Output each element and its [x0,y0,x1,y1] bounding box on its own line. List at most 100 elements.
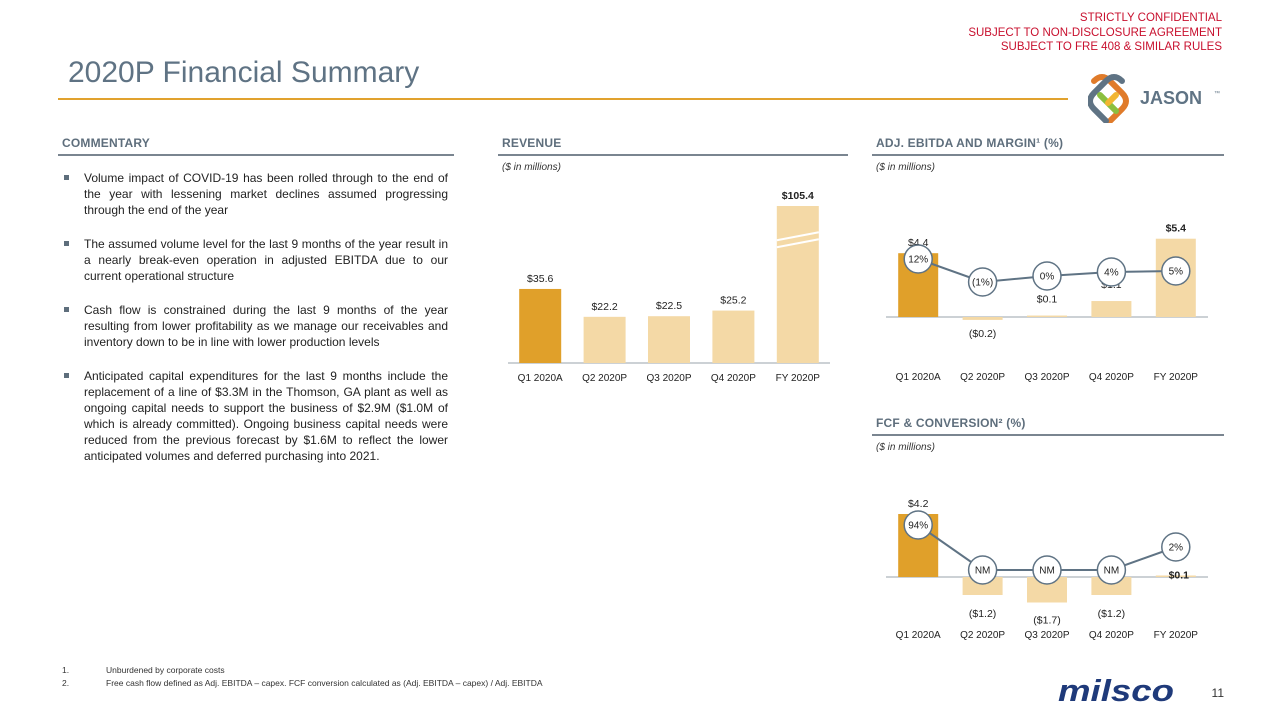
bar-fy-2020p [1155,575,1196,577]
commentary-bullet: Volume impact of COVID-19 has been rolle… [62,170,448,218]
line-marker-label: NM [1039,566,1055,577]
bar-q4-2020p [712,310,755,363]
bar-q1-2020a [519,288,562,363]
bar-value-label: $22.5 [656,300,682,312]
bar-fy-2020p [776,206,819,363]
line-marker [967,267,998,297]
footnote: 1. Unburdened by corporate costs [62,664,543,677]
milsco-logo-text: milsco [1058,676,1174,704]
category-label: FY 2020P [1154,630,1199,641]
confidential-line: SUBJECT TO FRE 408 & SIMILAR RULES [1000,41,1222,53]
jason-logo: JASON ™ [1088,74,1220,123]
ebitda-heading: ADJ. EBITDA AND MARGIN¹ (%) [876,136,1064,150]
ebitda-divider [872,154,1224,156]
bar-value-label: $0.1 [1169,570,1190,582]
milsco-logo: milsco [1058,676,1174,704]
page-number: 11 [1211,686,1224,700]
fcf-chart: $4.2 Q1 2020A ($1.2) Q2 2020P ($1.7) Q3 2020P… [886,498,1208,641]
commentary-bullet: Anticipated capital expenditures for the… [62,368,448,464]
category-label: Q4 2020P [711,373,756,384]
bar-q2-2020p [583,316,626,363]
bar-value-label: $105.4 [782,190,814,202]
line-marker-label: NM [1104,566,1120,577]
fcf-divider [872,434,1224,436]
confidential-line: STRICTLY CONFIDENTIAL [1079,12,1222,24]
commentary-list: Volume impact of COVID-19 has been rolle… [62,170,448,482]
bar-value-label: $35.6 [527,273,553,285]
category-label: Q4 2020P [1089,630,1134,641]
bar-value-label: $22.2 [591,301,617,313]
bar-value-label: $4.2 [908,498,929,510]
bullet-square-icon [64,175,69,180]
revenue-divider [498,154,848,156]
bar-q4-2020p [1091,577,1132,595]
category-label: Q4 2020P [1089,372,1134,383]
footnote-text: Unburdened by corporate costs [106,665,225,675]
bar-value-label: $0.1 [1037,294,1058,306]
category-label: FY 2020P [776,373,821,384]
line-marker-label: 0% [1040,272,1055,283]
category-label: Q2 2020P [582,373,627,384]
category-label: Q1 2020A [896,372,941,383]
bar-q2-2020p [962,317,1003,320]
axis-break-mark [776,238,819,249]
line-marker [1096,555,1127,585]
category-label: FY 2020P [1154,372,1199,383]
line-marker-label: 12% [908,255,928,266]
line-marker-label: 2% [1169,543,1184,554]
bar-value-label: ($1.2) [969,608,996,620]
commentary-bullet: Cash flow is constrained during the last… [62,302,448,350]
fcf-units: ($ in millions) [876,442,935,453]
line-marker-label: (1%) [972,278,993,289]
category-label: Q2 2020P [960,372,1005,383]
bullet-text: Cash flow is constrained during the last… [84,303,448,349]
line-marker [1161,256,1191,286]
line-marker-label: 4% [1104,268,1119,279]
bullet-square-icon [64,373,69,378]
line-marker-label: NM [975,566,991,577]
line-marker [903,244,933,274]
bullet-text: The assumed volume level for the last 9 … [84,237,448,283]
line-marker [1032,261,1062,291]
line-marker-label: 5% [1169,267,1184,278]
title-divider [58,98,1068,100]
confidential-line: SUBJECT TO NON-DISCLOSURE AGREEMENT [968,26,1222,39]
axis-break-mark [776,231,819,242]
line-marker [1032,555,1062,585]
revenue-heading: REVENUE [502,136,562,150]
revenue-units: ($ in millions) [502,162,561,173]
bullet-square-icon [64,241,69,246]
bullet-square-icon [64,307,69,312]
bar-q4-2020p [1091,301,1132,317]
footnotes: 1. Unburdened by corporate costs 2. Free c… [62,664,543,690]
bar-q3-2020p [1027,315,1067,317]
footnote-text: Free cash flow defined as Adj. EBITDA – … [106,678,543,688]
bar-value-label: ($1.2) [1098,608,1125,620]
jason-logo-tm: ™ [1214,90,1220,97]
commentary-bullet: The assumed volume level for the last 9 … [62,236,448,284]
category-label: Q1 2020A [896,630,941,641]
bar-value-label: $25.2 [720,295,746,307]
ebitda-chart: $4.4Q1 2020A($0.2)Q2 2020P$0.1Q3 2020P$1… [886,223,1208,383]
line-marker [1161,532,1191,562]
line-marker [967,555,998,585]
commentary-heading: COMMENTARY [62,136,150,150]
category-label: Q1 2020A [518,373,563,384]
bullet-text: Volume impact of COVID-19 has been rolle… [84,171,448,217]
commentary-divider [58,154,454,156]
bar-q3-2020p [648,316,690,363]
category-label: Q3 2020P [1024,630,1069,641]
line-marker [903,510,933,540]
bar-value-label: ($1.7) [1033,615,1060,627]
bar-value-label: ($0.2) [969,328,996,340]
jason-logo-mark-icon [1088,74,1129,123]
footnote: 2. Free cash flow defined as Adj. EBITDA … [62,677,543,690]
fcf-heading: FCF & CONVERSION² (%) [876,416,1026,430]
footnote-number: 1. [62,665,70,675]
line-marker-label: 94% [908,521,928,532]
bullet-text: Anticipated capital expenditures for the… [84,369,448,463]
confidentiality-notice: STRICTLY CONFIDENTIAL SUBJECT TO NON-DIS… [968,11,1222,55]
bar-q2-2020p [962,577,1003,595]
bar-value-label: $5.4 [1166,223,1187,235]
page-title: 2020P Financial Summary [68,56,420,89]
